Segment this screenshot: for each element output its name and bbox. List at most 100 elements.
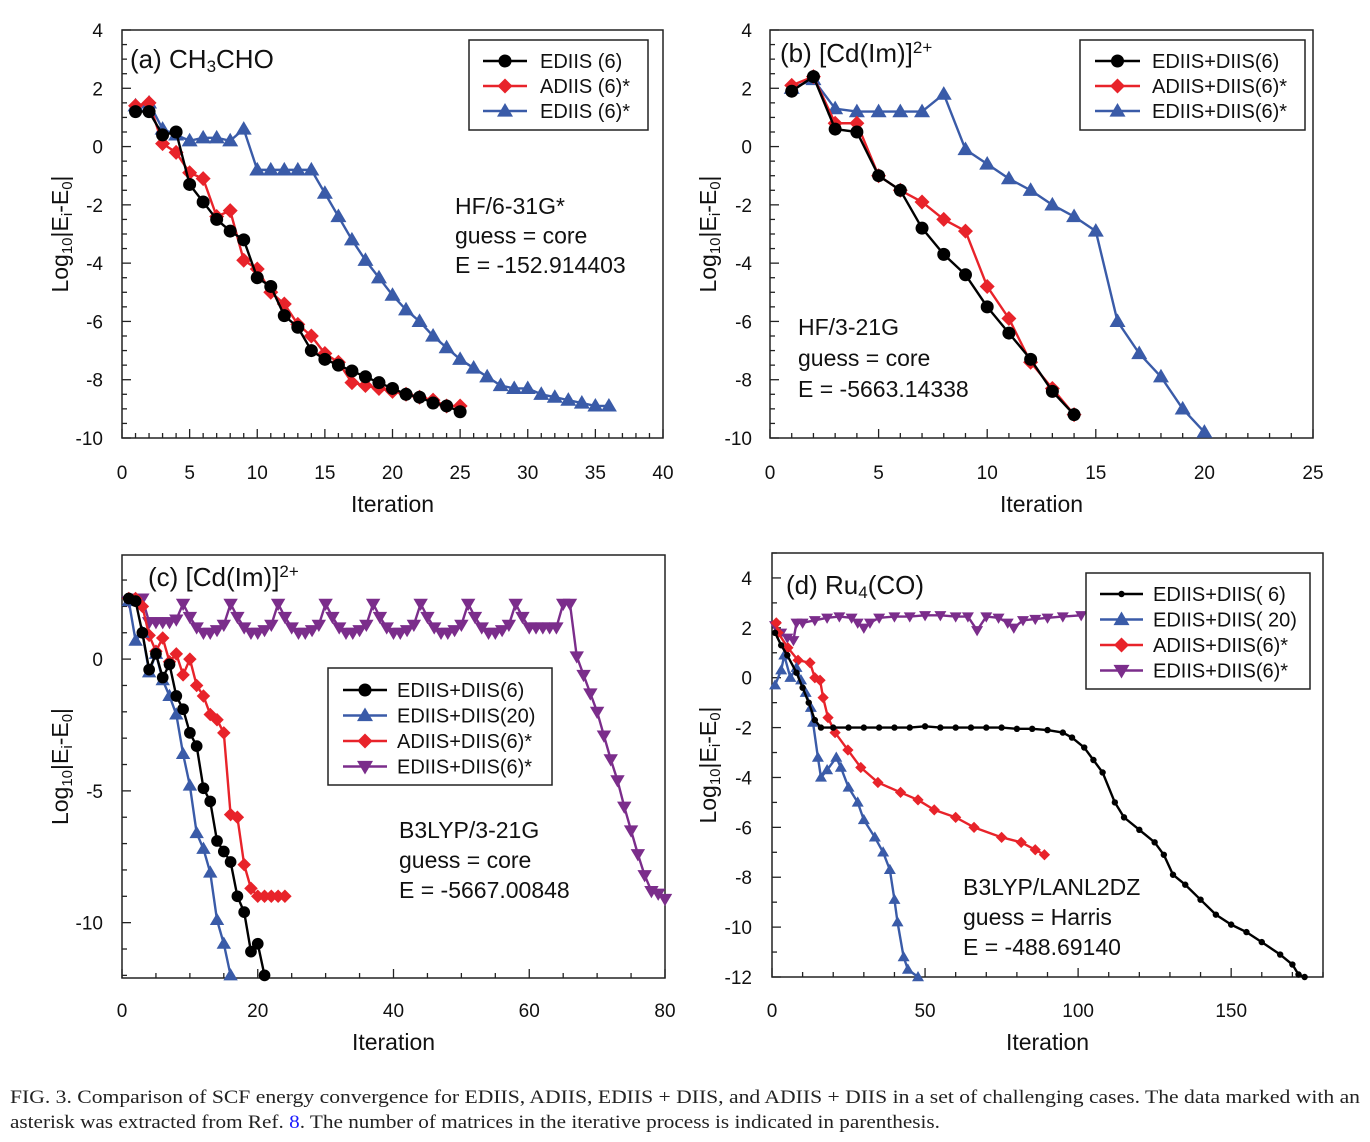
data-point — [250, 271, 264, 285]
y-axis-title-part: |E — [47, 216, 73, 237]
y-tick-label: -6 — [86, 312, 103, 333]
data-point — [217, 726, 231, 740]
data-point — [406, 619, 422, 633]
y-tick-label: -10 — [76, 914, 103, 935]
data-point — [277, 611, 293, 625]
x-tick-label: 5 — [184, 463, 195, 484]
panel-title-text: (d) Ru — [786, 570, 858, 600]
data-point — [467, 611, 483, 625]
data-point — [787, 636, 800, 647]
data-point — [304, 344, 318, 358]
data-point — [506, 380, 523, 395]
y-axis-title-part: | — [47, 175, 73, 181]
x-tick-label: 35 — [585, 463, 606, 484]
data-point — [291, 320, 305, 334]
data-point — [842, 781, 855, 792]
panel-title-superscript: 2+ — [913, 38, 932, 57]
data-point — [983, 724, 990, 731]
series-3 — [769, 611, 1088, 647]
data-point — [501, 619, 517, 633]
panel-title: (d) Ru4(CO) — [786, 570, 924, 602]
data-point — [204, 795, 217, 808]
data-point — [934, 611, 947, 622]
data-point — [479, 368, 496, 383]
data-point — [1099, 769, 1106, 776]
data-point — [808, 616, 821, 627]
series-3 — [121, 593, 673, 907]
data-point — [384, 287, 401, 301]
data-point — [203, 865, 218, 878]
data-point — [610, 775, 625, 788]
data-point — [875, 724, 883, 731]
legend-label: EDIIS+DIIS(6) — [397, 680, 524, 702]
data-point — [169, 707, 184, 720]
data-point — [1131, 345, 1148, 360]
legend: EDIIS (6) ADIIS (6)* EDIIS (6)* — [468, 39, 649, 131]
data-point — [936, 211, 952, 227]
data-point — [863, 618, 876, 629]
y-axis-title-subscript: i — [59, 745, 76, 748]
data-point — [980, 612, 993, 623]
data-point — [258, 969, 271, 982]
caption-line-1: FIG. 3. Comparison of SCF energy converg… — [10, 1087, 1361, 1108]
y-axis-title-subscript: i — [707, 213, 724, 216]
data-point — [1258, 938, 1265, 946]
data-point — [230, 611, 245, 625]
data-point — [156, 671, 169, 684]
y-tick-label: -6 — [735, 312, 752, 333]
data-point — [136, 626, 149, 639]
data-point — [952, 724, 959, 731]
data-point — [1090, 756, 1097, 764]
data-point — [770, 617, 782, 629]
data-point — [345, 364, 359, 378]
data-point — [851, 618, 864, 629]
data-point — [637, 870, 652, 883]
data-point — [276, 161, 293, 176]
data-point — [850, 125, 864, 139]
y-tick-label: -4 — [735, 254, 752, 275]
method-annotation: E = -488.69140 — [963, 934, 1121, 960]
data-point — [811, 751, 824, 762]
y-axis-title-subscript: i — [59, 213, 76, 216]
data-point — [264, 889, 279, 904]
data-point — [196, 841, 211, 854]
y-tick-label: -10 — [725, 918, 752, 939]
panel-title-text: (c) [Cd(Im)] — [148, 562, 279, 592]
data-point — [888, 893, 901, 904]
panel-c: -10-500 20 40 60 80IterationLog10|Ei-E0|(c) … — [47, 554, 676, 1055]
data-point — [1136, 826, 1143, 834]
data-point — [775, 664, 788, 675]
data-point — [190, 740, 203, 752]
data-point — [912, 971, 925, 982]
data-point — [262, 161, 279, 176]
data-point — [318, 598, 333, 611]
legend-label: ADIIS+DIIS(6)* — [397, 731, 532, 753]
y-axis-title-part: Log — [47, 787, 73, 825]
data-point — [549, 622, 564, 635]
data-point — [811, 716, 819, 724]
data-point — [1109, 313, 1126, 328]
x-tick-label: 0 — [765, 463, 776, 484]
data-point — [271, 889, 285, 904]
data-point — [915, 221, 929, 235]
y-axis-title-part: -E — [695, 721, 721, 744]
data-point — [304, 625, 320, 638]
data-point — [914, 103, 931, 118]
legend-label: EDIIS+DIIS(6)* — [397, 757, 532, 779]
data-point — [860, 724, 868, 731]
data-point — [494, 625, 510, 638]
data-point — [583, 688, 598, 701]
y-axis-title-subscript: i — [707, 744, 724, 747]
data-point — [957, 141, 974, 156]
data-point — [968, 821, 980, 833]
data-point — [897, 951, 910, 962]
method-annotation: guess = core — [399, 847, 531, 873]
data-point — [877, 846, 890, 857]
series-0 — [129, 105, 467, 419]
data-point — [937, 247, 951, 261]
series-1 — [769, 649, 925, 982]
panel-title-text: (a) CH — [130, 44, 207, 74]
reference-link[interactable]: 8 — [289, 1112, 300, 1133]
data-point — [235, 121, 252, 135]
y-axis-title-subscript: 10 — [707, 768, 724, 785]
